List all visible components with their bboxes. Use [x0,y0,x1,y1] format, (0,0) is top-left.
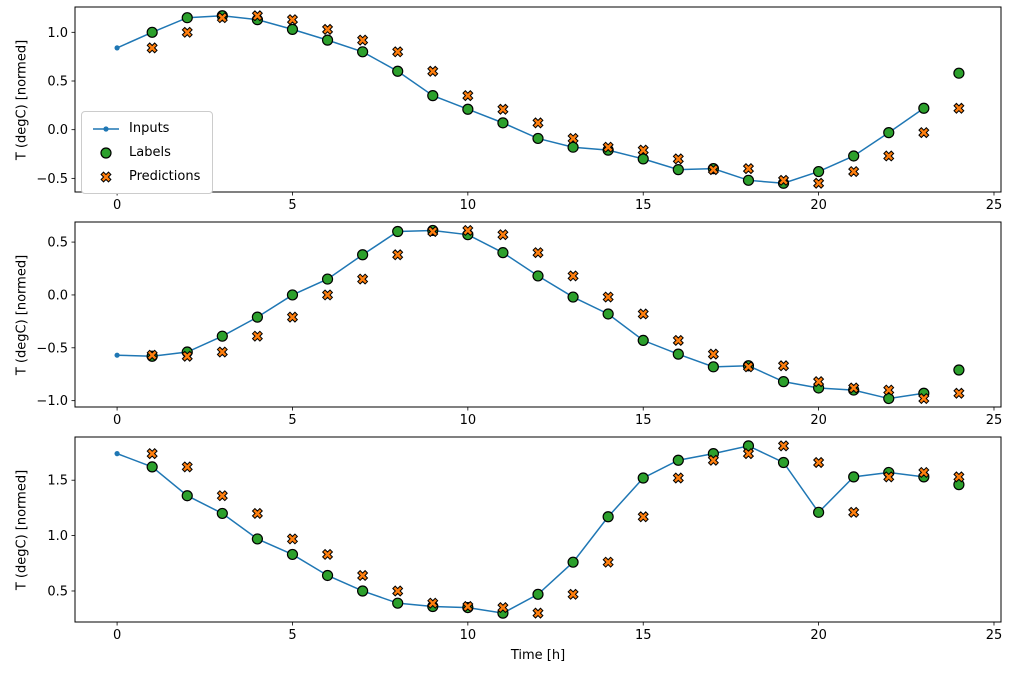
svg-text:1.0: 1.0 [47,529,68,544]
svg-text:0.0: 0.0 [47,123,68,138]
y-axis-label-subplot-2: T (degC) [normed] [14,254,30,375]
legend-item-labels: Labels [91,142,200,163]
svg-text:0: 0 [113,198,121,213]
legend: Inputs Labels Predictions [81,111,214,194]
svg-text:25: 25 [986,628,1003,643]
svg-text:0.5: 0.5 [47,236,68,251]
svg-text:25: 25 [986,198,1003,213]
subplot-1: 0 5 10 15 20 25 −0.5 0.0 0.5 1.0 [36,6,1003,213]
y-axis-label-subplot-1: T (degC) [normed] [14,39,30,160]
svg-text:15: 15 [635,628,652,643]
svg-text:10: 10 [460,413,477,428]
svg-text:0.5: 0.5 [47,584,68,599]
svg-text:−1.0: −1.0 [36,394,68,409]
svg-text:15: 15 [635,413,652,428]
svg-text:25: 25 [986,413,1003,428]
svg-text:0: 0 [113,413,121,428]
svg-text:−0.5: −0.5 [36,341,68,356]
legend-label-labels: Labels [129,145,171,160]
svg-text:5: 5 [288,198,296,213]
predictions-x-icon [100,170,112,183]
labels-circle-icon [100,146,112,159]
svg-text:20: 20 [810,628,827,643]
x-axis-label: Time [h] [510,648,566,663]
svg-text:0: 0 [113,628,121,643]
svg-text:20: 20 [810,413,827,428]
subplot-3: 0 5 10 15 20 25 0.5 1.0 1.5 [47,436,1003,643]
svg-text:10: 10 [460,628,477,643]
y-axis-label-subplot-3: T (degC) [normed] [14,469,30,590]
svg-text:20: 20 [810,198,827,213]
svg-text:1.0: 1.0 [47,26,68,41]
legend-item-inputs: Inputs [91,118,200,139]
svg-text:1.5: 1.5 [47,474,68,489]
subplot-2: 0 5 10 15 20 25 −1.0 −0.5 0.0 0.5 [36,221,1003,428]
svg-text:5: 5 [288,628,296,643]
svg-text:0.0: 0.0 [47,288,68,303]
svg-text:10: 10 [460,198,477,213]
inputs-line-icon [93,125,119,132]
legend-item-predictions: Predictions [91,166,200,187]
legend-label-inputs: Inputs [129,121,170,136]
svg-text:0.5: 0.5 [47,75,68,90]
svg-text:15: 15 [635,198,652,213]
svg-text:5: 5 [288,413,296,428]
legend-label-predictions: Predictions [129,169,201,184]
svg-text:−0.5: −0.5 [36,172,68,187]
